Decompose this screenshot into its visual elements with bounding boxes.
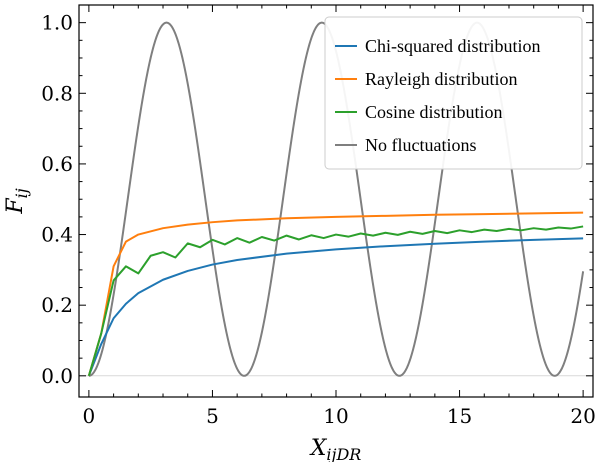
y-axis-label: Fij [3,188,31,214]
legend-label: Cosine distribution [365,102,503,122]
y-tick-label: 0.0 [41,364,73,388]
series-line-rayleigh-distribution [87,211,584,377]
legend-label: No fluctuations [365,135,476,155]
x-tick-label: 10 [323,404,348,428]
x-axis-label: XijDR [309,436,362,462]
y-tick-label: 0.6 [41,152,73,176]
series-line-chi-squared-distribution [87,237,584,377]
legend: Chi-squared distribution Rayleigh distrib… [324,16,583,170]
x-tick-label: 0 [83,404,96,428]
x-tick-label: 15 [447,404,472,428]
series-line-cosine-distribution [87,225,584,377]
legend-box [324,16,583,170]
y-tick-label: 0.2 [41,293,73,317]
x-tick-label: 5 [206,404,219,428]
y-tick-label: 0.8 [41,81,73,105]
x-tick-label: 20 [570,404,595,428]
y-tick-label: 0.4 [41,223,73,247]
plot-frame [78,4,594,398]
y-tick-label: 1.0 [41,11,73,35]
legend-label: Rayleigh distribution [365,69,518,89]
legend-label: Chi-squared distribution [365,36,540,56]
